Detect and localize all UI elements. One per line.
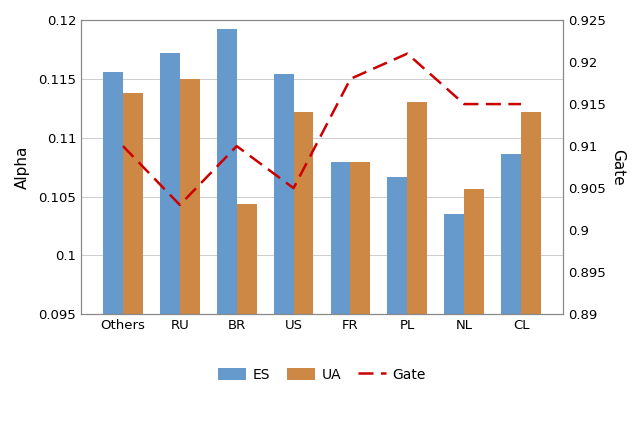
Bar — [274, 74, 294, 429]
Gate — [403, 51, 411, 56]
Line: Gate: Gate — [123, 54, 521, 205]
Bar — [237, 204, 257, 429]
Gate — [119, 144, 127, 149]
Bar — [123, 93, 143, 429]
Bar — [501, 154, 521, 429]
Bar — [521, 112, 541, 429]
Gate — [233, 144, 241, 149]
Gate — [517, 102, 525, 107]
Legend: ES, UA, Gate: ES, UA, Gate — [212, 363, 431, 387]
Bar — [387, 177, 407, 429]
Bar — [444, 214, 464, 429]
Gate — [176, 202, 184, 208]
Y-axis label: Gate: Gate — [610, 149, 625, 185]
Bar — [217, 30, 237, 429]
Gate — [290, 186, 298, 191]
Gate — [460, 102, 468, 107]
Bar — [103, 72, 123, 429]
Bar — [351, 163, 371, 429]
Bar — [407, 103, 428, 429]
Bar — [180, 79, 200, 429]
Bar — [294, 112, 314, 429]
Gate — [347, 76, 355, 82]
Bar — [464, 190, 484, 429]
Y-axis label: Alpha: Alpha — [15, 145, 30, 189]
Bar — [160, 53, 180, 429]
Bar — [330, 163, 351, 429]
